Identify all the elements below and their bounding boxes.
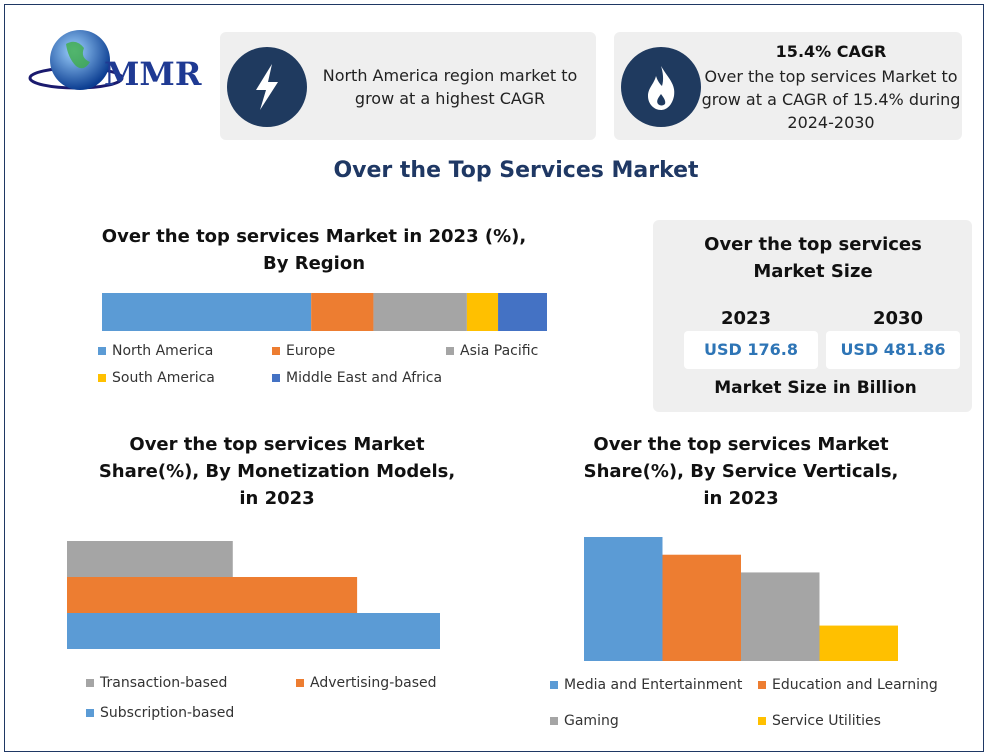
- legend-item: South America: [98, 370, 215, 386]
- icon-bolt: [227, 47, 307, 127]
- legend-item: Service Utilities: [758, 713, 881, 729]
- legend-swatch: [446, 347, 454, 355]
- legend-swatch: [98, 347, 106, 355]
- legend-swatch: [758, 717, 766, 725]
- legend-label: North America: [112, 343, 214, 359]
- page-title: Over the Top Services Market: [333, 158, 699, 183]
- legend-item: Subscription-based: [86, 705, 234, 721]
- bar-segment: [466, 293, 499, 331]
- bar: [741, 572, 820, 661]
- legend-item: Middle East and Africa: [272, 370, 442, 386]
- legend-label: Gaming: [564, 713, 619, 729]
- bar-segment: [311, 293, 374, 331]
- highlight-text: North America region market to grow at a…: [322, 66, 578, 108]
- bar-segment: [102, 293, 312, 331]
- bar: [67, 541, 233, 577]
- legend-swatch: [550, 717, 558, 725]
- logo-text: MMR: [104, 55, 202, 93]
- legend-label: Asia Pacific: [460, 343, 539, 359]
- legend-label: Subscription-based: [100, 705, 235, 721]
- chart-title: Over the top services Market in 2023 (%)…: [101, 226, 527, 274]
- market-size-box: [653, 220, 972, 412]
- legend-swatch: [272, 374, 280, 382]
- bar: [67, 613, 440, 649]
- legend-swatch: [550, 681, 558, 689]
- year: 2030: [872, 308, 924, 329]
- icon-flame: [621, 47, 701, 127]
- legend-label: Transaction-based: [100, 675, 228, 691]
- legend-swatch: [86, 679, 94, 687]
- highlight-heading: 15.4% CAGR: [775, 42, 887, 61]
- market-value: USD 176.8: [684, 331, 818, 369]
- chart-title: Over the top services Market Share(%), B…: [583, 434, 899, 509]
- legend-item: Advertising-based: [296, 675, 437, 691]
- legend-item: Education and Learning: [758, 677, 938, 693]
- bar-segment: [498, 293, 547, 331]
- legend-label: Europe: [286, 343, 336, 359]
- logo-graphic: [28, 30, 124, 90]
- legend-item: Media and Entertainment: [550, 677, 742, 693]
- legend-swatch: [86, 709, 94, 717]
- legend-label: Middle East and Africa: [286, 370, 443, 386]
- legend-swatch: [272, 347, 280, 355]
- market-size-title: Over the top services Market Size: [704, 234, 922, 282]
- bar: [584, 537, 663, 661]
- legend-item: Transaction-based: [86, 675, 227, 691]
- market-size-note: Market Size in Billion: [714, 378, 917, 398]
- year: 2023: [720, 308, 772, 329]
- bar-segment: [373, 293, 467, 331]
- highlight-text: Over the top services Market to grow at …: [701, 67, 961, 132]
- legend-label: Advertising-based: [310, 675, 437, 691]
- legend-label: Media and Entertainment: [564, 677, 743, 693]
- bar: [67, 577, 358, 613]
- legend-swatch: [98, 374, 106, 382]
- chart-title: Over the top services Market Share(%), B…: [98, 434, 456, 509]
- legend-item: Asia Pacific: [446, 343, 538, 359]
- legend-swatch: [296, 679, 304, 687]
- bar: [819, 625, 898, 661]
- legend-label: Education and Learning: [772, 677, 938, 693]
- legend-item: North America: [98, 343, 213, 359]
- frame: [4, 4, 984, 752]
- market-value: USD 481.86: [826, 331, 960, 369]
- legend-swatch: [758, 681, 766, 689]
- legend-label: Service Utilities: [772, 713, 881, 729]
- bar: [662, 554, 741, 661]
- legend-item: Europe: [272, 343, 335, 359]
- legend-item: Gaming: [550, 713, 619, 729]
- legend-label: South America: [112, 370, 215, 386]
